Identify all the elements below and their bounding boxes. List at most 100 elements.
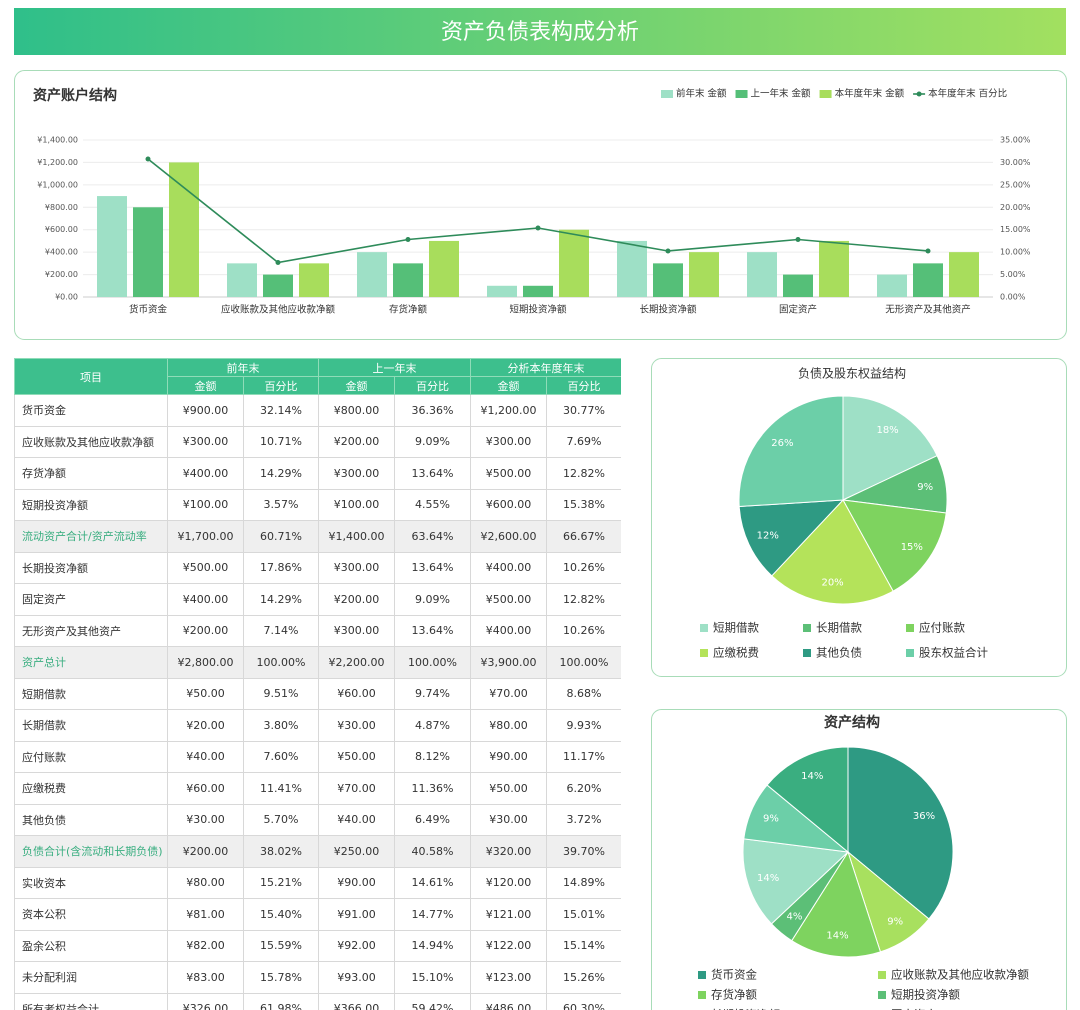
table-cell: 13.64% — [394, 614, 471, 647]
legend-swatch — [819, 90, 832, 98]
slice-label: 14% — [801, 771, 823, 782]
title-banner — [14, 8, 1066, 55]
table-cell: 盈余公积 — [14, 929, 168, 962]
table-cell: ¥83.00 — [167, 961, 244, 994]
table-row: 所有者权益合计 ¥326.00 61.98% ¥366.00 59.42% ¥486.00… — [14, 992, 621, 1010]
table-cell: ¥300.00 — [318, 614, 395, 647]
table-cell: 17.86% — [243, 551, 319, 584]
table-cell: 4.87% — [394, 709, 471, 742]
legend-label: 存货净额 — [711, 988, 757, 1002]
table-cell: ¥70.00 — [318, 772, 395, 805]
table-cell: ¥400.00 — [167, 457, 244, 490]
table-row: 应收账款及其他应收款净额 ¥300.00 10.71% ¥200.00 9.09% ¥30… — [14, 425, 621, 458]
table-cell: ¥2,800.00 — [167, 646, 244, 679]
table-cell: 60.30% — [546, 992, 621, 1010]
table-cell: ¥93.00 — [318, 961, 395, 994]
bar — [263, 274, 293, 297]
table-cell: 14.29% — [243, 457, 319, 490]
table-row: 应付账款 ¥40.00 7.60% ¥50.00 8.12% ¥90.00 11.17% — [14, 740, 621, 773]
bar — [747, 252, 777, 297]
table-cell: 15.38% — [546, 488, 621, 521]
legend-swatch — [906, 624, 914, 632]
table-row: 资本公积 ¥81.00 15.40% ¥91.00 14.77% ¥121.00 15.01… — [14, 898, 621, 931]
table-cell: ¥800.00 — [318, 394, 395, 427]
table-cell: 63.64% — [394, 520, 471, 553]
y-tick-label: ¥0.00 — [55, 293, 78, 302]
bar — [429, 240, 459, 297]
table-cell: ¥2,600.00 — [470, 520, 547, 553]
bar — [133, 207, 163, 297]
table-cell: 资产总计 — [14, 646, 168, 679]
table-cell: ¥120.00 — [470, 866, 547, 899]
table-cell: 11.41% — [243, 772, 319, 805]
table-cell: 15.26% — [546, 961, 621, 994]
x-tick-label: 货币资金 — [129, 304, 168, 316]
legend-label: 长期投资净额 — [711, 1008, 780, 1010]
table-cell: ¥900.00 — [167, 394, 244, 427]
slice-label: 9% — [763, 814, 779, 825]
table-cell: 15.40% — [243, 898, 319, 931]
table-row: 存货净额 ¥400.00 14.29% ¥300.00 13.64% ¥500.00 12.… — [14, 457, 621, 490]
table-cell: 100.00% — [394, 646, 471, 679]
bar — [487, 285, 517, 297]
table-cell: ¥82.00 — [167, 929, 244, 962]
table-cell: 14.94% — [394, 929, 471, 962]
legend-swatch — [878, 971, 886, 979]
table-cell: 10.26% — [546, 614, 621, 647]
table-cell: 15.21% — [243, 866, 319, 899]
line-point — [145, 156, 151, 162]
table-cell: ¥20.00 — [167, 709, 244, 742]
legend-label: 固定资产 — [891, 1008, 937, 1010]
table-cell: 短期投资净额 — [14, 488, 168, 521]
table-cell: ¥90.00 — [470, 740, 547, 773]
pie-slice — [738, 395, 844, 508]
legend-label: 股东权益合计 — [919, 646, 988, 660]
table-cell: 4.55% — [394, 488, 471, 521]
table-cell: ¥400.00 — [470, 614, 547, 647]
y2-tick-label: 25.00% — [1000, 180, 1031, 189]
bar — [617, 240, 647, 297]
table-cell: ¥500.00 — [470, 457, 547, 490]
x-tick-label: 无形资产及其他资产 — [885, 304, 971, 316]
table-cell: ¥366.00 — [318, 992, 395, 1010]
table-cell: ¥2,200.00 — [318, 646, 395, 679]
y-tick-label: ¥1,200.00 — [37, 158, 78, 167]
column-header: 金额 — [470, 376, 547, 395]
chart-title: 资产结构 — [824, 714, 880, 731]
x-tick-label: 短期投资净额 — [509, 304, 567, 316]
legend-label: 长期借款 — [816, 621, 862, 635]
table-row: 应缴税费 ¥60.00 11.41% ¥70.00 11.36% ¥50.00 6.20% — [14, 772, 621, 805]
table: 项目 前年末 上一年末 分析本年度年末 金额 百分比 金额 百分比 金额 百分比 货币资金 ¥900.… — [14, 358, 621, 1010]
table-cell: 8.12% — [394, 740, 471, 773]
table-row: 无形资产及其他资产 ¥200.00 7.14% ¥300.00 13.64% ¥400.0… — [14, 614, 621, 647]
legend-label: 上一年末 金额 — [751, 88, 812, 100]
line-point — [925, 248, 931, 254]
legend-label: 短期借款 — [713, 621, 759, 635]
line-point — [405, 236, 411, 242]
line-point — [275, 260, 281, 266]
table-cell: 资本公积 — [14, 898, 168, 931]
table-cell: ¥100.00 — [318, 488, 395, 521]
header-cell: 项目 — [14, 358, 168, 395]
table-cell: ¥500.00 — [167, 551, 244, 584]
table-cell: ¥200.00 — [167, 614, 244, 647]
x-tick-label: 固定资产 — [779, 304, 817, 316]
table-cell: ¥400.00 — [470, 551, 547, 584]
table-cell: ¥40.00 — [318, 803, 395, 836]
table-cell: 长期借款 — [14, 709, 168, 742]
pie-slice — [842, 499, 947, 592]
table-row: 未分配利润 ¥83.00 15.78% ¥93.00 15.10% ¥123.00 15.2… — [14, 961, 621, 994]
table-cell: ¥50.00 — [470, 772, 547, 805]
column-header: 金额 — [167, 376, 244, 395]
table-cell: 3.72% — [546, 803, 621, 836]
legend-swatch — [916, 91, 922, 97]
table-cell: 61.98% — [243, 992, 319, 1010]
table-cell: ¥250.00 — [318, 835, 395, 868]
slice-label: 4% — [787, 912, 803, 923]
table-cell: 7.60% — [243, 740, 319, 773]
pie-slice — [742, 838, 850, 925]
table-cell: ¥90.00 — [318, 866, 395, 899]
table-cell: ¥123.00 — [470, 961, 547, 994]
legend-label: 本年度年末 金额 — [835, 88, 905, 100]
table-cell: 负债合计(含流动和长期负债) — [14, 835, 168, 868]
